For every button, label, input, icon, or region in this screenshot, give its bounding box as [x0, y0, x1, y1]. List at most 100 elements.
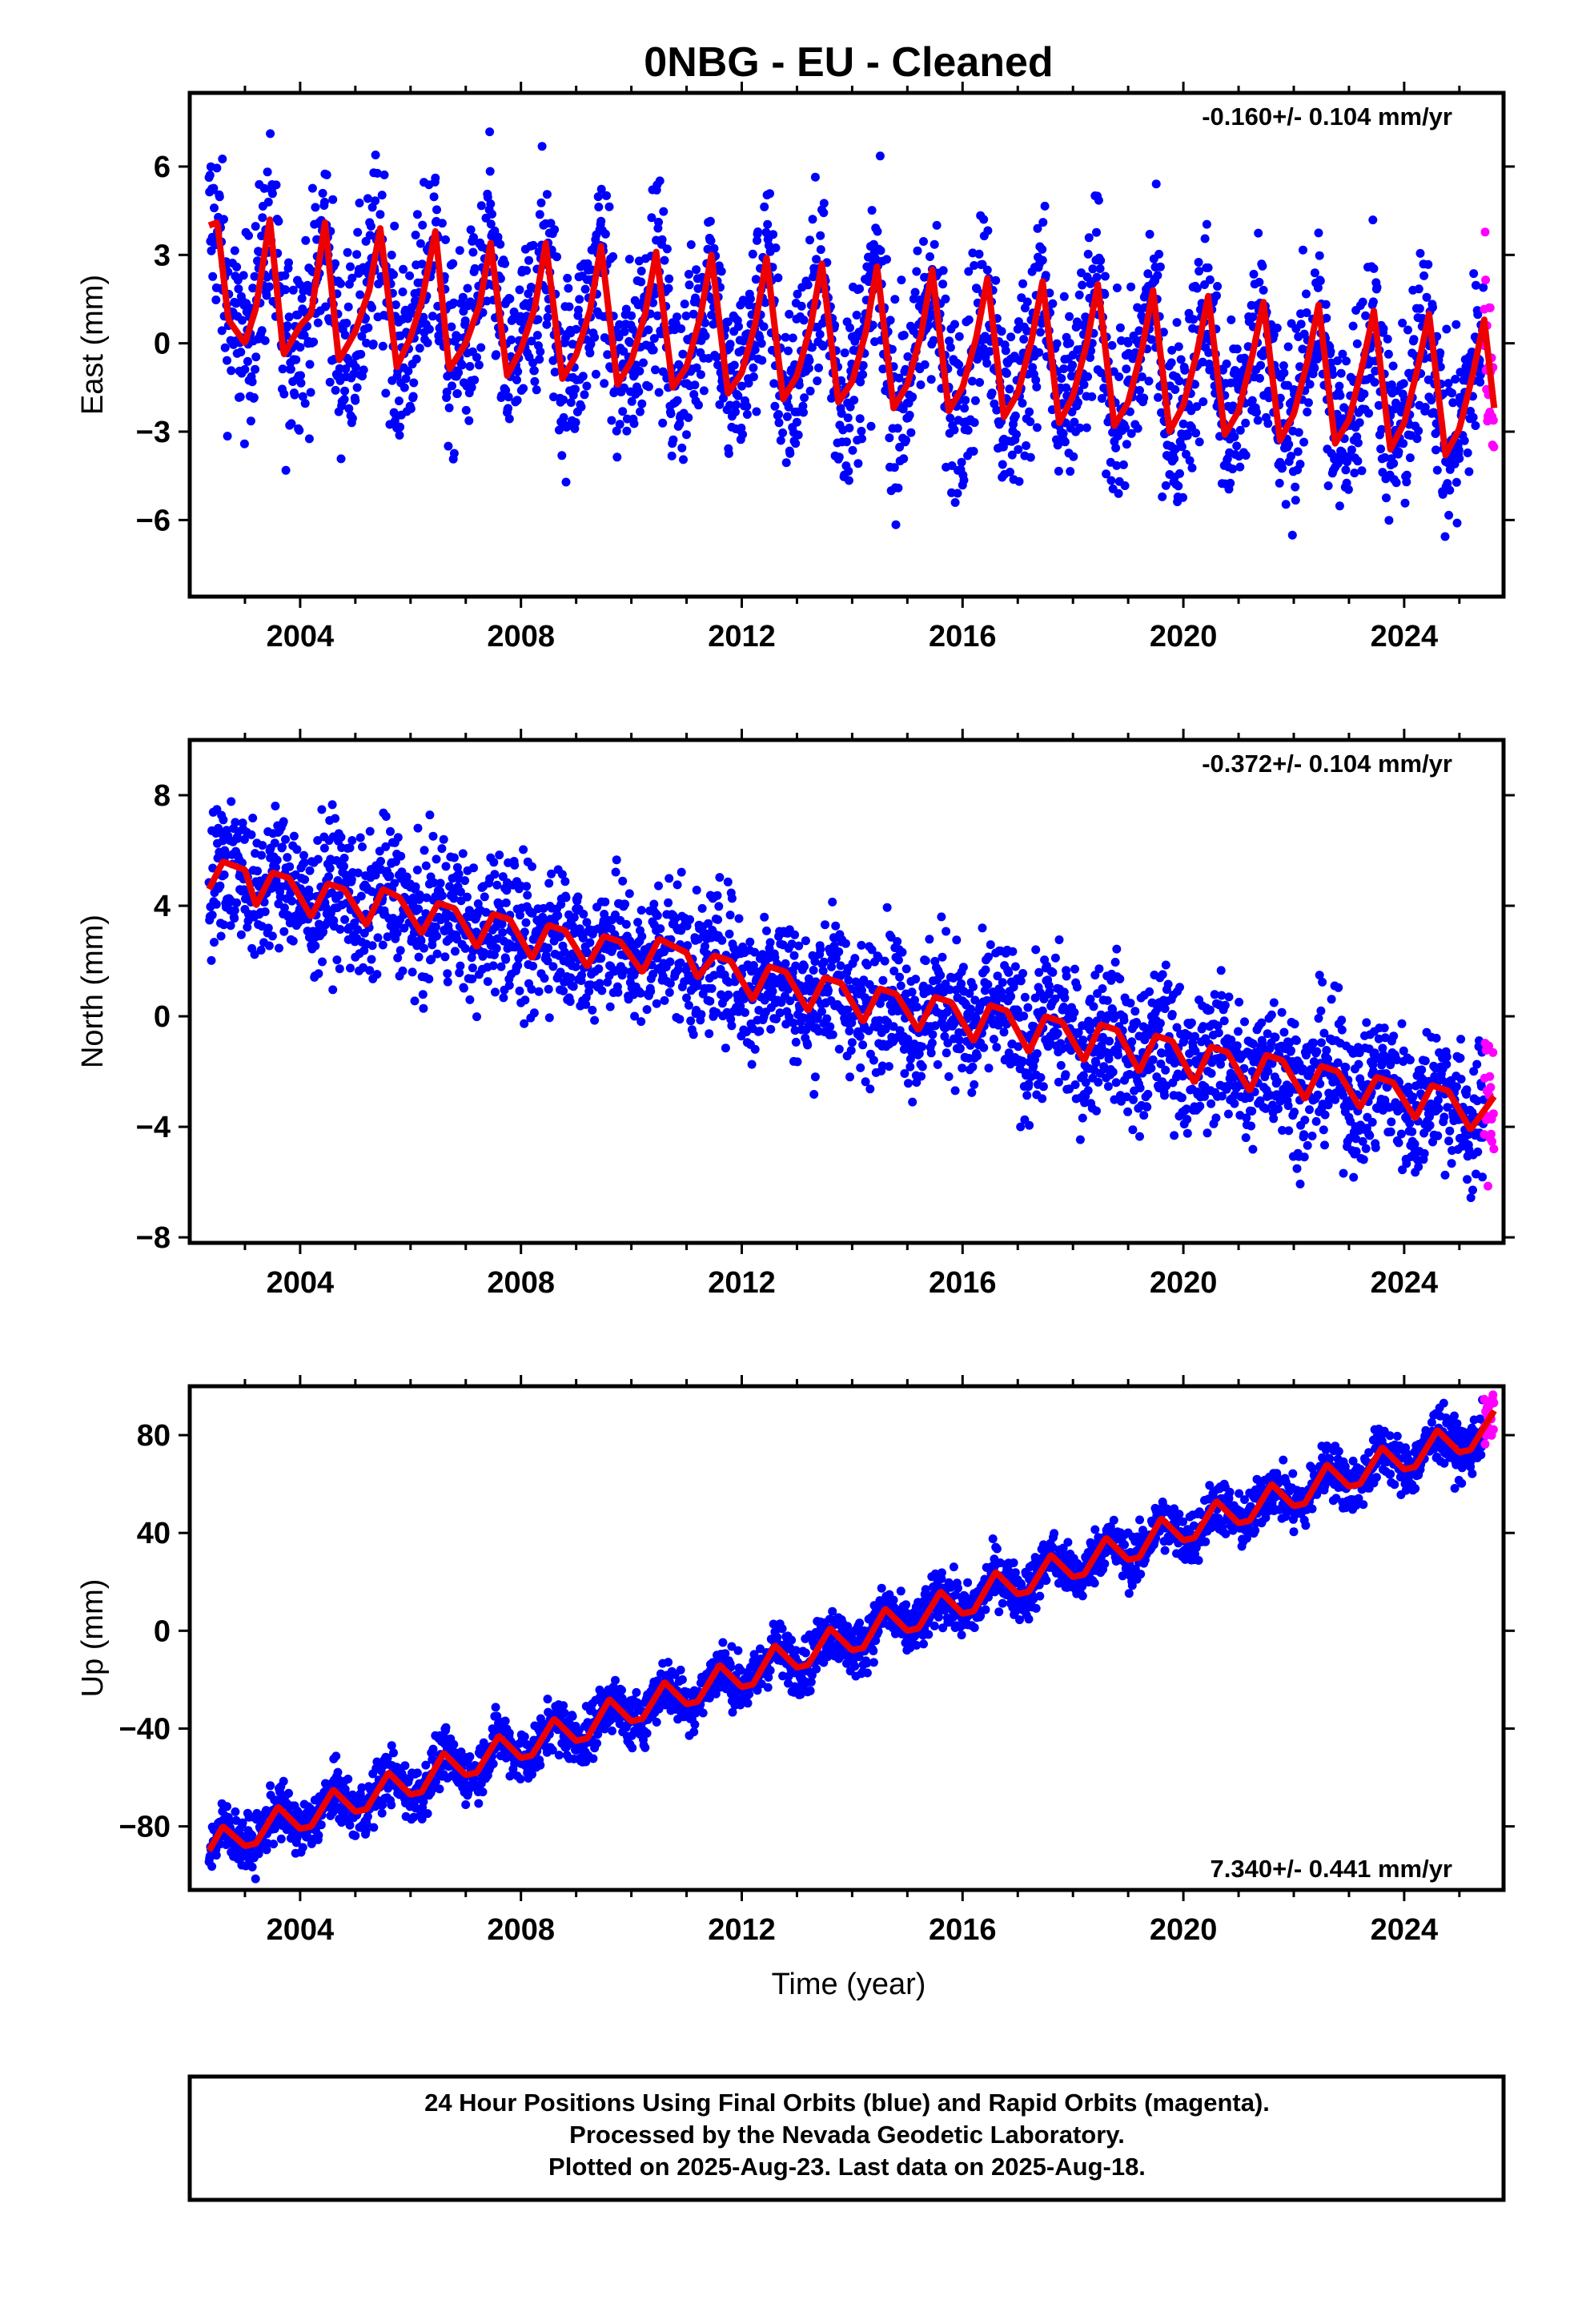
final-orbit-point — [644, 325, 653, 335]
final-orbit-point — [335, 925, 345, 934]
final-orbit-point — [1143, 269, 1153, 279]
north-plot-area — [204, 797, 1499, 1203]
final-orbit-point — [945, 985, 954, 995]
final-orbit-point — [416, 936, 426, 946]
final-orbit-point — [227, 366, 236, 376]
final-orbit-point — [724, 448, 733, 458]
final-orbit-point — [1227, 315, 1236, 324]
final-orbit-point — [357, 332, 367, 341]
final-orbit-point — [1127, 1037, 1137, 1047]
final-orbit-point — [415, 891, 424, 899]
final-orbit-point — [230, 246, 239, 255]
final-orbit-point — [1025, 1120, 1034, 1130]
final-orbit-point — [347, 875, 356, 884]
final-orbit-point — [274, 216, 283, 226]
final-orbit-point — [246, 416, 255, 426]
final-orbit-point — [701, 318, 709, 328]
final-orbit-point — [1110, 958, 1120, 967]
final-orbit-point — [809, 1090, 819, 1099]
final-orbit-point — [339, 854, 349, 862]
final-orbit-point — [946, 413, 955, 423]
final-orbit-point — [421, 861, 431, 870]
final-orbit-point — [936, 971, 946, 980]
final-orbit-point — [1075, 423, 1085, 432]
final-orbit-point — [827, 962, 836, 971]
final-orbit-point — [989, 1035, 998, 1044]
final-orbit-point — [816, 945, 825, 954]
final-orbit-point — [566, 398, 576, 408]
final-orbit-point — [1172, 318, 1182, 328]
final-orbit-point — [272, 855, 282, 865]
final-orbit-point — [747, 1059, 757, 1069]
final-orbit-point — [841, 939, 850, 948]
final-orbit-point — [428, 312, 437, 321]
final-orbit-point — [794, 941, 804, 951]
final-orbit-point — [1432, 465, 1442, 475]
final-orbit-point — [845, 1027, 854, 1035]
final-orbit-point — [1107, 340, 1117, 350]
final-orbit-point — [834, 947, 844, 956]
final-orbit-point — [463, 283, 472, 293]
final-orbit-point — [507, 335, 516, 344]
final-orbit-point — [335, 964, 344, 974]
final-orbit-point — [665, 874, 674, 883]
final-orbit-point — [724, 990, 733, 999]
final-orbit-point — [1203, 263, 1213, 272]
final-orbit-point — [745, 294, 755, 304]
final-orbit-point — [1038, 218, 1048, 227]
final-orbit-point — [409, 378, 419, 388]
final-orbit-point — [813, 376, 822, 386]
final-orbit-point — [1126, 999, 1135, 1008]
final-orbit-point — [1078, 1113, 1087, 1123]
final-orbit-point — [1167, 345, 1177, 355]
final-orbit-point — [908, 392, 917, 402]
final-orbit-point — [1121, 423, 1130, 432]
final-orbit-point — [586, 340, 596, 349]
final-orbit-point — [1228, 401, 1238, 411]
final-orbit-point — [287, 419, 296, 428]
final-orbit-point — [508, 314, 518, 324]
final-orbit-point — [453, 332, 463, 342]
final-orbit-point — [400, 923, 409, 933]
final-orbit-point — [1146, 1063, 1156, 1073]
final-orbit-point — [642, 1005, 652, 1015]
final-orbit-point — [889, 463, 899, 472]
final-orbit-point — [1094, 195, 1103, 205]
final-orbit-point — [1020, 992, 1030, 1002]
final-orbit-point — [396, 851, 406, 861]
final-orbit-point — [857, 986, 866, 995]
final-orbit-point — [1036, 1073, 1046, 1082]
final-orbit-point — [1155, 262, 1165, 271]
final-orbit-point — [673, 312, 681, 322]
final-orbit-point — [766, 1024, 776, 1034]
final-orbit-point — [584, 987, 594, 996]
final-orbit-point — [492, 943, 501, 953]
final-orbit-point — [1065, 312, 1074, 321]
final-orbit-point — [230, 906, 239, 915]
final-orbit-point — [335, 891, 344, 900]
final-orbit-point — [497, 919, 507, 929]
east-y-tick-label: −3 — [136, 416, 171, 449]
final-orbit-point — [1178, 493, 1187, 502]
final-orbit-point — [498, 928, 508, 937]
final-orbit-point — [978, 259, 987, 269]
final-orbit-point — [650, 289, 660, 299]
final-orbit-point — [368, 340, 378, 348]
final-orbit-point — [448, 381, 456, 391]
final-orbit-point — [1070, 964, 1079, 974]
final-orbit-point — [895, 972, 905, 982]
final-orbit-point — [1130, 1007, 1140, 1016]
final-orbit-point — [293, 310, 303, 320]
final-orbit-point — [1279, 368, 1289, 378]
final-orbit-point — [515, 986, 524, 995]
final-orbit-point — [1078, 280, 1087, 290]
final-orbit-point — [207, 911, 217, 920]
final-orbit-point — [926, 375, 936, 384]
east-rate-label: -0.160+/- 0.104 mm/yr — [1202, 103, 1452, 131]
final-orbit-point — [569, 913, 579, 923]
final-orbit-point — [845, 1072, 854, 1082]
final-orbit-point — [505, 294, 515, 304]
final-orbit-point — [1409, 335, 1419, 344]
final-orbit-point — [950, 1086, 960, 1096]
final-orbit-point — [523, 891, 532, 900]
